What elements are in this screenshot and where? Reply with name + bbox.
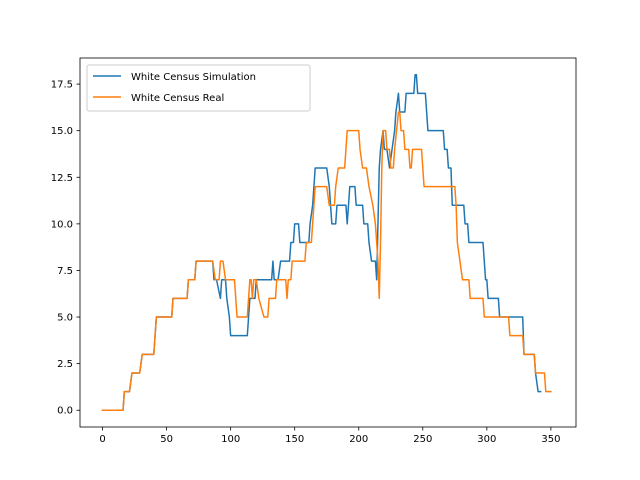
plot-area [79, 57, 577, 428]
legend-box [86, 64, 311, 112]
series-line-simulation [101, 74, 542, 411]
series-layer [101, 74, 552, 411]
x-tick-label: 250 [413, 434, 432, 445]
axes-frame [79, 57, 577, 428]
legend-label-simulation: White Census Simulation [131, 72, 256, 83]
x-tick-label: 100 [221, 434, 240, 445]
y-tick-label: 7.5 [57, 266, 73, 277]
y-axis: 0.0 2.5 5.0 7.5 10.0 12.5 15.0 17.5 [51, 80, 80, 417]
legend: White Census Simulation White Census Real [86, 64, 311, 112]
series-line-real [101, 111, 552, 411]
x-tick-label: 300 [477, 434, 496, 445]
y-tick-label: 5.0 [57, 313, 73, 324]
y-tick-label: 15.0 [51, 126, 73, 137]
x-tick-label: 50 [160, 434, 173, 445]
legend-label-real: White Census Real [131, 93, 224, 104]
x-tick-label: 150 [285, 434, 304, 445]
x-axis: 0 50 100 150 200 250 300 350 [99, 427, 560, 445]
y-tick-label: 17.5 [51, 80, 73, 91]
x-tick-label: 200 [349, 434, 368, 445]
x-tick-label: 350 [541, 434, 560, 445]
y-tick-label: 12.5 [51, 173, 73, 184]
y-tick-label: 2.5 [57, 359, 73, 370]
y-tick-label: 10.0 [51, 219, 73, 230]
x-tick-label: 0 [99, 434, 105, 445]
y-tick-label: 0.0 [57, 406, 73, 417]
